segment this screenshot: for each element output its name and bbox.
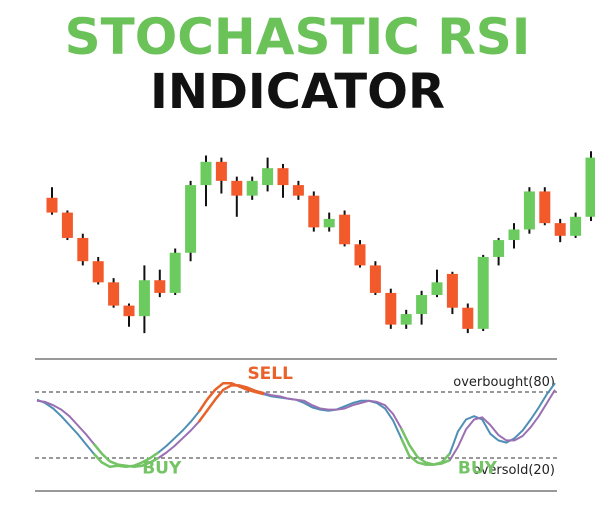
candle [46, 187, 58, 215]
bearish-candle-body [292, 185, 304, 196]
candle [354, 240, 366, 268]
bearish-candle-body [385, 292, 397, 325]
candle [292, 180, 304, 200]
candle [369, 261, 381, 296]
bearish-candle-body [354, 244, 366, 266]
candle [77, 233, 89, 266]
buy-signal-highlight [92, 442, 159, 469]
bearish-candle-body [554, 223, 566, 236]
bearish-candle-body [61, 212, 73, 238]
candle [246, 176, 258, 200]
sell-signal-highlight [197, 384, 264, 423]
bullish-candle-body [138, 280, 150, 317]
candle [277, 163, 289, 198]
overbought-label: overbought(80) [453, 375, 555, 390]
candle [169, 248, 181, 296]
bearish-candle-body [231, 180, 243, 196]
candle [523, 187, 535, 234]
bullish-candle-body [400, 314, 412, 325]
bullish-candle-body [431, 282, 443, 296]
candle [308, 191, 320, 232]
bearish-candle-body [215, 161, 227, 181]
buy-signal-highlight [400, 427, 451, 466]
bearish-candle-body [77, 237, 89, 262]
candle [138, 265, 150, 334]
candle [416, 290, 428, 325]
candle [446, 271, 458, 315]
bearish-candle-body [92, 261, 104, 283]
candle [585, 151, 595, 222]
bearish-candle-body [308, 195, 320, 228]
bullish-candle-body [416, 295, 428, 315]
bullish-candle-body [585, 157, 595, 217]
bullish-candle-body [323, 218, 335, 228]
candle [108, 278, 120, 308]
title-line-1: STOCHASTIC RSI [64, 8, 531, 66]
price-candlestick-chart [46, 151, 595, 334]
bullish-candle-body [477, 256, 489, 329]
candle [462, 303, 474, 334]
candle [262, 157, 274, 192]
buy-signal-label-1: BUY [142, 458, 182, 478]
candle [92, 256, 104, 285]
candle [215, 157, 227, 194]
oversold-label: oversold(20) [473, 463, 555, 478]
candle [200, 155, 212, 207]
candle [508, 223, 520, 249]
bullish-candle-body [523, 191, 535, 230]
candle [154, 269, 166, 298]
bullish-candle-body [262, 168, 274, 186]
bearish-candle-body [123, 305, 135, 317]
candle [400, 309, 412, 329]
sell-signal-label: SELL [247, 364, 293, 384]
bearish-candle-body [277, 168, 289, 186]
sell-signal-highlight [197, 381, 264, 413]
candle [185, 180, 197, 262]
candle [493, 237, 505, 266]
candle [431, 269, 443, 298]
bearish-candle-body [154, 280, 166, 293]
bearish-candle-body [369, 265, 381, 293]
candle [385, 288, 397, 329]
bearish-candle-body [108, 282, 120, 306]
buy-signal-label-2: BUY [458, 458, 498, 478]
candle [570, 212, 582, 238]
bearish-candle-body [339, 214, 351, 245]
bearish-candle-body [462, 307, 474, 329]
candle [61, 210, 73, 241]
candle [477, 254, 489, 331]
bearish-candle-body [446, 273, 458, 308]
stochastic-oscillator-panel: overbought(80) oversold(20) SELL BUY BUY [35, 358, 557, 492]
bearish-candle-body [539, 191, 551, 224]
bullish-candle-body [493, 240, 505, 257]
candle [554, 218, 566, 243]
bullish-candle-body [246, 180, 258, 196]
title-line-2: INDICATOR [150, 64, 445, 120]
candle [339, 210, 351, 247]
bullish-candle-body [508, 229, 520, 241]
stoch-d-line [36, 384, 556, 468]
candle [539, 187, 551, 226]
bearish-candle-body [46, 197, 58, 213]
bullish-candle-body [570, 216, 582, 236]
bullish-candle-body [185, 185, 197, 253]
bullish-candle-body [200, 161, 212, 186]
bullish-candle-body [169, 252, 181, 293]
candle [323, 212, 335, 232]
candle [231, 176, 243, 217]
stoch-k-line [36, 382, 556, 468]
candle [123, 303, 135, 327]
